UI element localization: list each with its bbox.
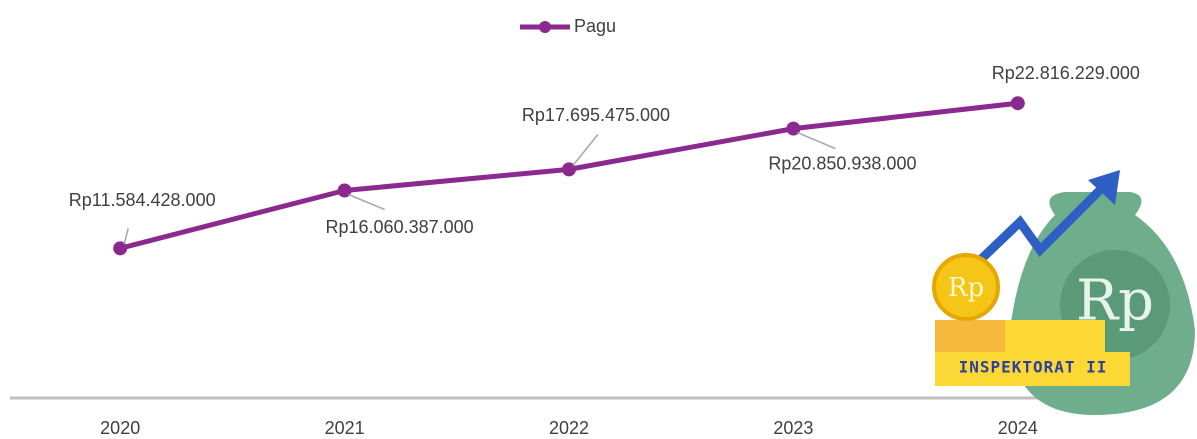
leader-line (797, 133, 835, 149)
leader-line (124, 228, 128, 244)
leader-line (349, 194, 385, 209)
page: 2020 2021 2022 2023 2024 Pagu Rp11.584.428.000… (0, 0, 1197, 439)
data-label: Rp16.060.387.000 (326, 217, 474, 237)
data-label: Rp17.695.475.000 (522, 105, 670, 125)
chart: 2020 2021 2022 2023 2024 Pagu Rp11.584.428.000… (0, 0, 1197, 439)
data-point (1011, 96, 1025, 110)
illustration: Rp Rp INSPEKTORAT II (934, 170, 1195, 415)
data-label: Rp11.584.428.000 (69, 190, 216, 210)
legend-marker (539, 21, 551, 33)
data-label: Rp22.816.229.000 (992, 63, 1140, 83)
leader-line (573, 134, 598, 165)
coin-label: Rp (948, 273, 984, 303)
data-label: Rp20.850.938.000 (768, 153, 916, 173)
block (1005, 320, 1105, 352)
x-tick-label: 2020 (100, 418, 140, 438)
x-tick-label: 2021 (325, 418, 365, 438)
x-tick-label: 2022 (549, 418, 589, 438)
annotation: INSPEKTORAT II (959, 358, 1108, 377)
x-tick-label: 2023 (773, 418, 813, 438)
x-tick-label: 2024 (998, 418, 1038, 438)
legend-label: Pagu (574, 16, 616, 36)
